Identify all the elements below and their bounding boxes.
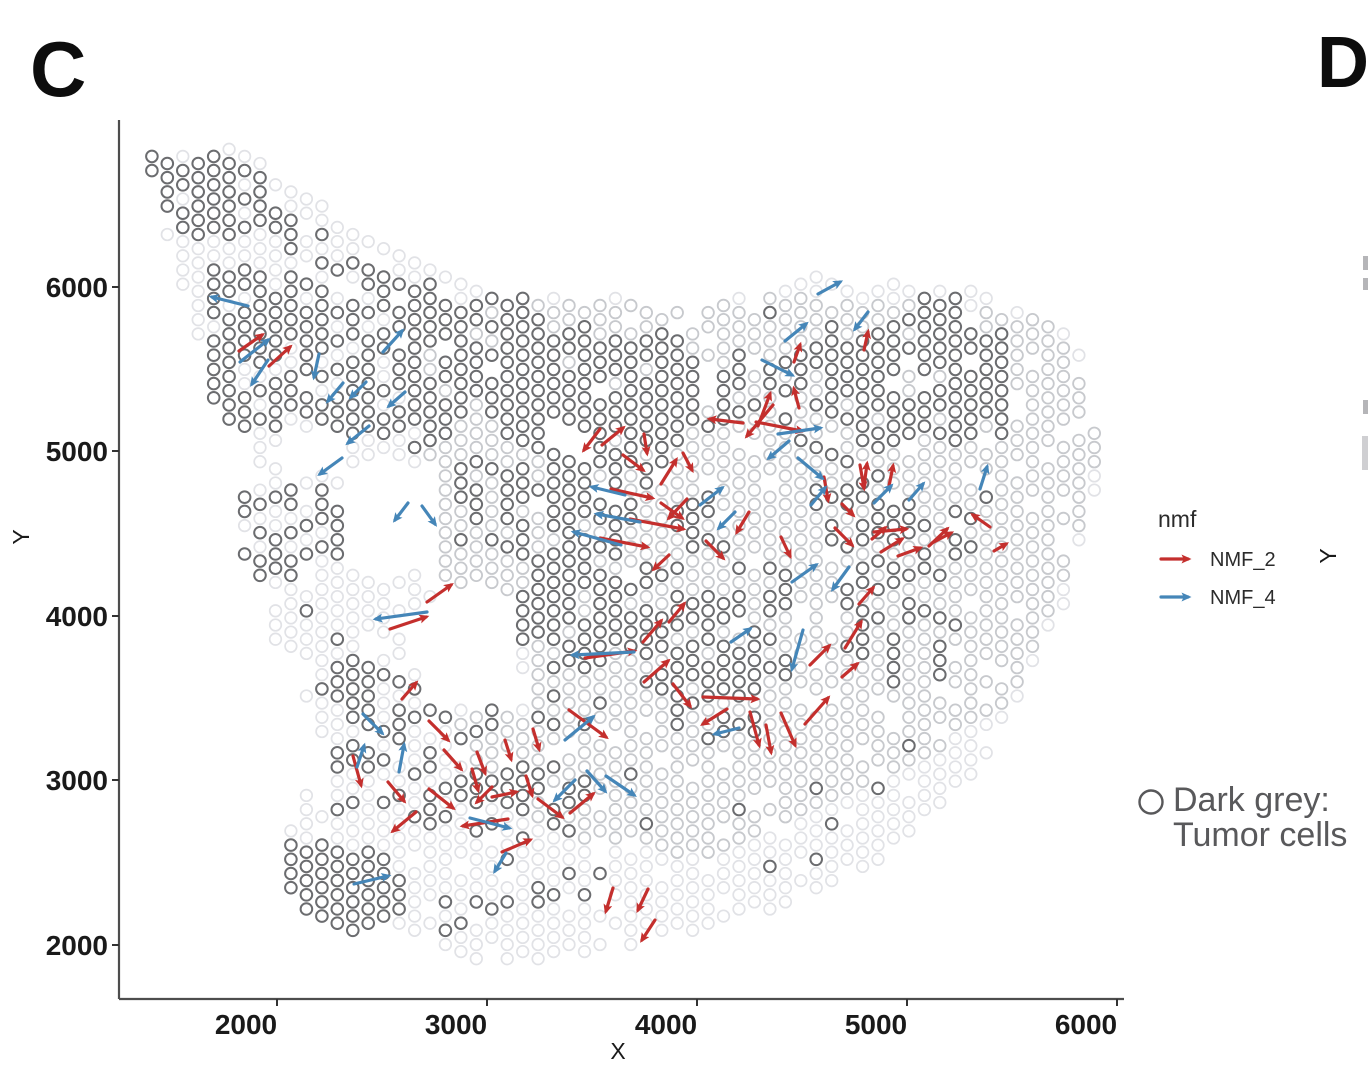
svg-text:X: X xyxy=(610,1038,625,1064)
svg-text:3000: 3000 xyxy=(425,1009,487,1040)
svg-text:C: C xyxy=(30,25,86,113)
svg-text:D: D xyxy=(1317,23,1368,103)
svg-text:Tumor cells: Tumor cells xyxy=(1173,816,1347,854)
svg-text:Y: Y xyxy=(8,529,34,544)
svg-text:Y: Y xyxy=(1315,548,1341,563)
svg-text:nmf: nmf xyxy=(1158,506,1197,532)
svg-text:2000: 2000 xyxy=(46,930,108,961)
svg-text:5000: 5000 xyxy=(845,1009,907,1040)
svg-text:4000: 4000 xyxy=(635,1009,697,1040)
svg-text:6000: 6000 xyxy=(1055,1009,1117,1040)
svg-text:NMF_2: NMF_2 xyxy=(1210,549,1276,571)
svg-text:Dark grey:: Dark grey: xyxy=(1173,781,1330,819)
svg-text:4000: 4000 xyxy=(46,601,108,632)
svg-text:2000: 2000 xyxy=(215,1009,277,1040)
svg-text:3000: 3000 xyxy=(46,765,108,796)
svg-text:NMF_4: NMF_4 xyxy=(1210,587,1276,609)
svg-text:5000: 5000 xyxy=(46,436,108,467)
svg-text:6000: 6000 xyxy=(46,272,108,303)
